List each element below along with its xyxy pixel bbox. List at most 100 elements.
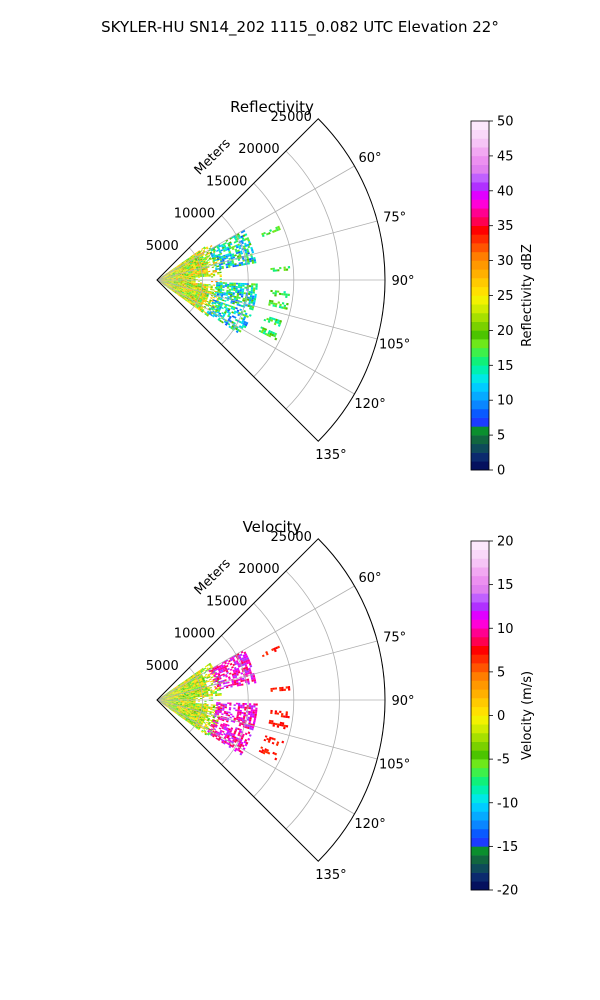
echo-gate: [190, 691, 193, 693]
echo-gate: [194, 287, 197, 290]
echo-gate: [234, 238, 238, 241]
echo-gate: [217, 709, 220, 712]
echo-gate: [258, 329, 262, 333]
echo-gate: [177, 706, 180, 708]
echo-gate: [212, 725, 215, 729]
echo-gate: [180, 701, 183, 703]
echo-gate: [194, 271, 198, 273]
echo-gate: [188, 707, 191, 709]
echo-gate: [212, 271, 215, 273]
echo-gate: [229, 730, 232, 733]
echo-gate: [233, 749, 237, 752]
echo-gate: [184, 268, 188, 270]
echo-gate: [204, 704, 207, 707]
echo-gate: [287, 715, 290, 719]
echo-gate: [190, 692, 193, 694]
echo-gate: [206, 695, 209, 697]
echo-gate: [203, 289, 206, 292]
echo-gate: [217, 288, 221, 291]
echo-gate: [180, 701, 183, 703]
echo-gate: [206, 304, 210, 307]
echo-gate: [182, 702, 185, 703]
echo-gate: [232, 737, 236, 741]
echo-gate: [190, 717, 194, 720]
echo-gate: [218, 294, 222, 296]
echo-gate: [198, 268, 202, 271]
echo-gate: [193, 694, 196, 696]
echo-gate: [236, 309, 240, 313]
echo-gate: [218, 263, 222, 266]
echo-gate: [161, 695, 164, 697]
echo-gate: [176, 266, 179, 268]
echo-gate: [174, 706, 178, 708]
echo-gate: [162, 282, 165, 284]
echo-gate: [261, 654, 265, 658]
echo-gate: [246, 670, 250, 673]
echo-gate: [161, 703, 164, 705]
echo-gate: [235, 311, 239, 314]
echo-gate: [161, 283, 164, 285]
echo-gate: [192, 708, 195, 710]
echo-gate: [179, 275, 183, 277]
echo-gate: [173, 288, 176, 290]
echo-gate: [203, 682, 207, 685]
echo-gate: [190, 292, 194, 295]
echo-gate: [195, 273, 198, 276]
echo-gate: [182, 702, 185, 704]
echo-gate: [225, 684, 229, 687]
echo-gate: [175, 704, 178, 706]
echo-gate: [199, 703, 203, 705]
echo-gate: [209, 304, 212, 307]
echo-gate: [238, 716, 241, 719]
echo-gate: [221, 265, 224, 268]
echo-gate: [228, 288, 232, 291]
echo-gate: [206, 693, 209, 695]
echo-gate: [175, 288, 179, 291]
echo-gate: [186, 292, 189, 295]
echo-gate: [211, 292, 214, 295]
echo-gate: [172, 272, 175, 275]
echo-gate: [240, 252, 244, 255]
echo-gate: [167, 697, 170, 699]
echo-gate: [182, 290, 185, 292]
echo-gate: [199, 282, 203, 284]
echo-gate: [208, 706, 211, 708]
echo-gate: [234, 668, 238, 671]
echo-gate: [210, 280, 214, 283]
echo-gate: [186, 284, 189, 286]
echo-gate: [178, 277, 181, 279]
echo-gate: [231, 246, 234, 249]
echo-gate: [187, 684, 191, 686]
echo-gate: [214, 731, 217, 734]
echo-gate: [190, 690, 193, 693]
echo-gate: [174, 271, 177, 273]
echo-gate: [170, 705, 173, 708]
echo-gate: [194, 264, 198, 266]
echo-gate: [190, 271, 193, 273]
echo-gate: [194, 288, 197, 291]
echo-gate: [214, 290, 217, 293]
echo-gate: [210, 714, 214, 717]
echo-gate: [164, 281, 168, 282]
echo-gate: [165, 693, 168, 695]
echo-gate: [274, 302, 278, 306]
echo-gate: [210, 249, 214, 252]
echo-gate: [164, 275, 167, 277]
echo-gate: [162, 697, 165, 698]
echo-gate: [204, 264, 207, 267]
echo-gate: [181, 285, 185, 287]
echo-gate: [281, 688, 284, 692]
echo-gate: [207, 722, 211, 725]
echo-gate: [191, 695, 194, 697]
echo-gate: [274, 332, 278, 336]
echo-gate: [248, 669, 252, 673]
echo-gate: [179, 283, 183, 285]
colorbar-tick-label: 5: [497, 665, 505, 680]
echo-gate: [173, 703, 176, 704]
echo-gate: [208, 308, 211, 311]
echo-gate: [202, 685, 205, 688]
echo-gate: [188, 287, 191, 289]
echo-gate: [222, 259, 225, 262]
echo-gate: [190, 684, 193, 686]
echo-gate: [187, 298, 191, 301]
